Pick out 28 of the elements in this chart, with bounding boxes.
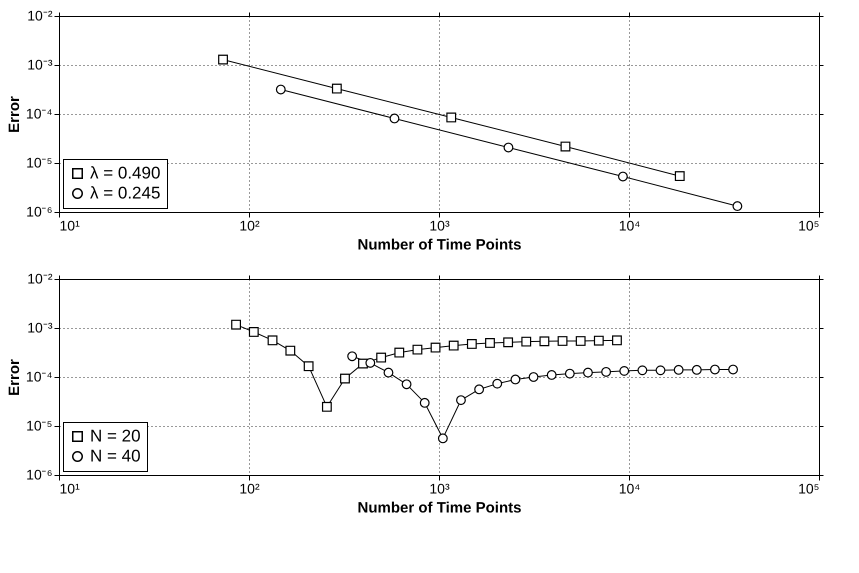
x-axis-title: Number of Time Points	[358, 500, 522, 516]
y-tick-label: 10⁻²	[27, 270, 53, 286]
legend-label: λ = 0.490	[90, 164, 160, 182]
x-tick-label: 10¹	[60, 218, 80, 234]
y-tick-label: 10⁻⁵	[26, 418, 52, 434]
x-tick-label: 10⁵	[798, 218, 820, 234]
x-tick-label: 10²	[239, 218, 260, 234]
y-axis-title: Error	[6, 359, 23, 396]
x-tick-label: 10²	[239, 480, 260, 496]
x-tick-label: 10⁴	[618, 480, 640, 496]
y-tick-label: 10⁻⁴	[26, 106, 52, 122]
y-tick-label: 10⁻⁴	[26, 368, 52, 384]
y-tick-label: 10⁻³	[27, 320, 53, 336]
y-tick-label: 10⁻⁶	[26, 204, 52, 220]
y-tick-label: 10⁻²	[27, 8, 53, 24]
legend-label: λ = 0.245	[90, 184, 160, 202]
y-tick-label: 10⁻⁵	[26, 154, 52, 170]
legend-label: N = 40	[90, 446, 141, 466]
x-tick-label: 10³	[429, 480, 450, 496]
y-tick-label: 10⁻⁶	[26, 466, 52, 482]
legend-label: N = 20	[90, 426, 141, 446]
y-tick-label: 10⁻³	[27, 56, 53, 72]
y-axis-title: Error	[6, 96, 23, 133]
x-tick-label: 10⁵	[798, 480, 820, 496]
x-tick-label: 10⁴	[618, 218, 640, 234]
x-tick-label: 10¹	[60, 480, 80, 496]
x-tick-label: 10³	[429, 218, 450, 234]
x-axis-title: Number of Time Points	[358, 236, 522, 254]
